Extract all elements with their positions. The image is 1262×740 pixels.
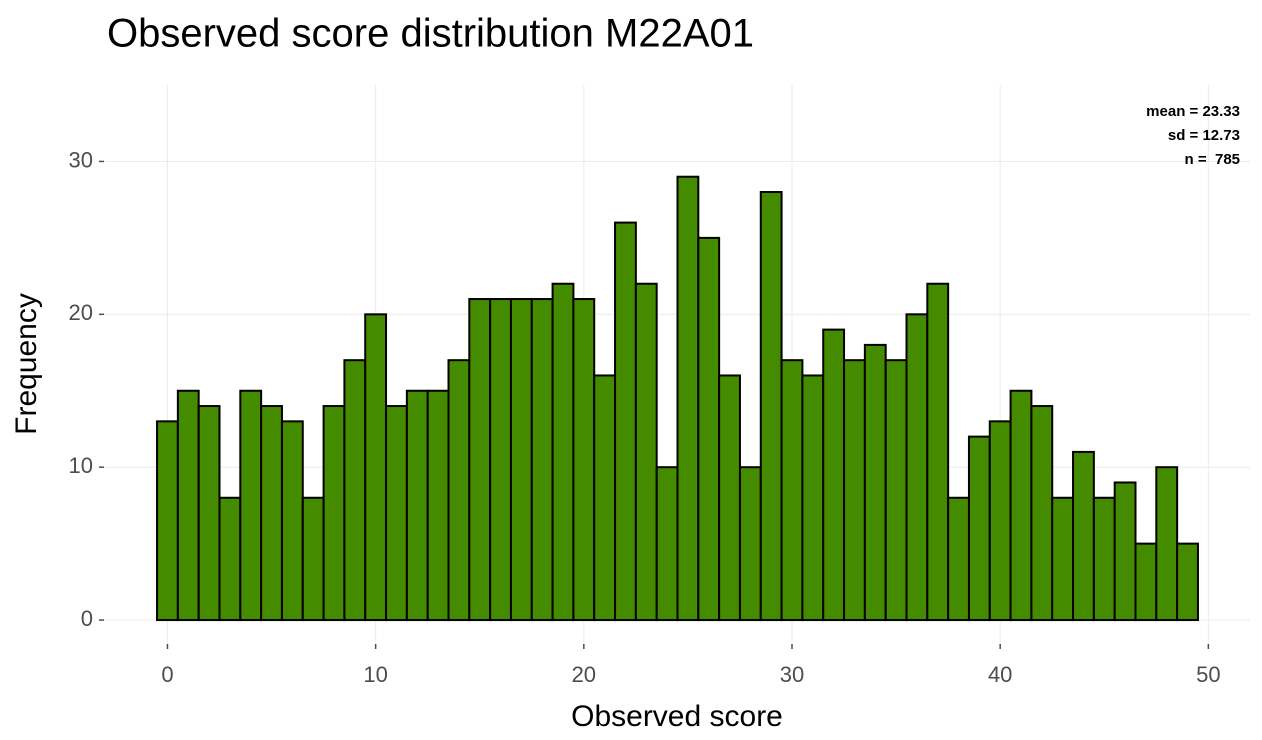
bar (718, 374, 741, 622)
bar (614, 221, 637, 622)
y-tick-label: 20 (69, 300, 93, 325)
bar (655, 466, 679, 622)
bar (759, 191, 783, 622)
x-tick-label: 10 (363, 662, 387, 687)
y-tick-label: 10 (69, 453, 93, 478)
bar (301, 496, 325, 622)
bar (843, 359, 866, 622)
bar (426, 389, 450, 622)
bar (801, 374, 825, 622)
bar (156, 420, 179, 622)
y-axis-label: Frequency (10, 293, 43, 435)
bar (1051, 496, 1075, 622)
bar (405, 389, 429, 622)
bar (218, 496, 242, 622)
x-tick-label: 20 (572, 662, 596, 687)
bar (988, 420, 1012, 622)
bar (1092, 496, 1116, 622)
bar (364, 313, 388, 622)
x-tick-label: 40 (988, 662, 1012, 687)
stat-annotation: n = 785 (1185, 151, 1240, 168)
bar (239, 389, 263, 622)
bar (967, 435, 991, 622)
bar (343, 359, 367, 622)
bar (489, 298, 512, 622)
bar (822, 328, 846, 622)
bar (530, 298, 554, 622)
x-tick-label: 0 (161, 662, 173, 687)
bar (551, 282, 575, 622)
y-tick-label: 30 (69, 147, 93, 172)
bar (1030, 405, 1054, 622)
bar (1072, 450, 1095, 622)
bar (1134, 542, 1158, 622)
bar (697, 236, 721, 622)
stat-annotation: mean = 23.33 (1146, 103, 1240, 120)
bar (884, 359, 908, 622)
bar (676, 175, 700, 622)
bar (738, 466, 762, 622)
bar (572, 298, 596, 622)
bar (447, 359, 471, 622)
bar (1176, 542, 1199, 622)
bar (1113, 481, 1137, 622)
bar (260, 405, 283, 622)
bar (863, 343, 887, 622)
bar (1009, 389, 1033, 622)
bar (280, 420, 304, 622)
bar (634, 282, 658, 622)
bar (385, 405, 408, 622)
bar (593, 374, 617, 622)
bar (176, 389, 200, 622)
x-tick-label: 50 (1196, 662, 1220, 687)
bar (322, 405, 346, 622)
stat-annotation: sd = 12.73 (1168, 127, 1240, 144)
chart-title: Observed score distribution M22A01 (107, 12, 754, 56)
bar (509, 298, 533, 622)
bar (468, 298, 492, 622)
y-tick-label: 0 (81, 606, 93, 631)
bar (197, 405, 221, 622)
x-axis-label: Observed score (571, 700, 783, 733)
bar (905, 313, 929, 622)
bar (1155, 466, 1179, 622)
bar (947, 496, 970, 622)
x-tick-label: 30 (780, 662, 804, 687)
bar (780, 359, 804, 622)
bar (926, 282, 950, 622)
